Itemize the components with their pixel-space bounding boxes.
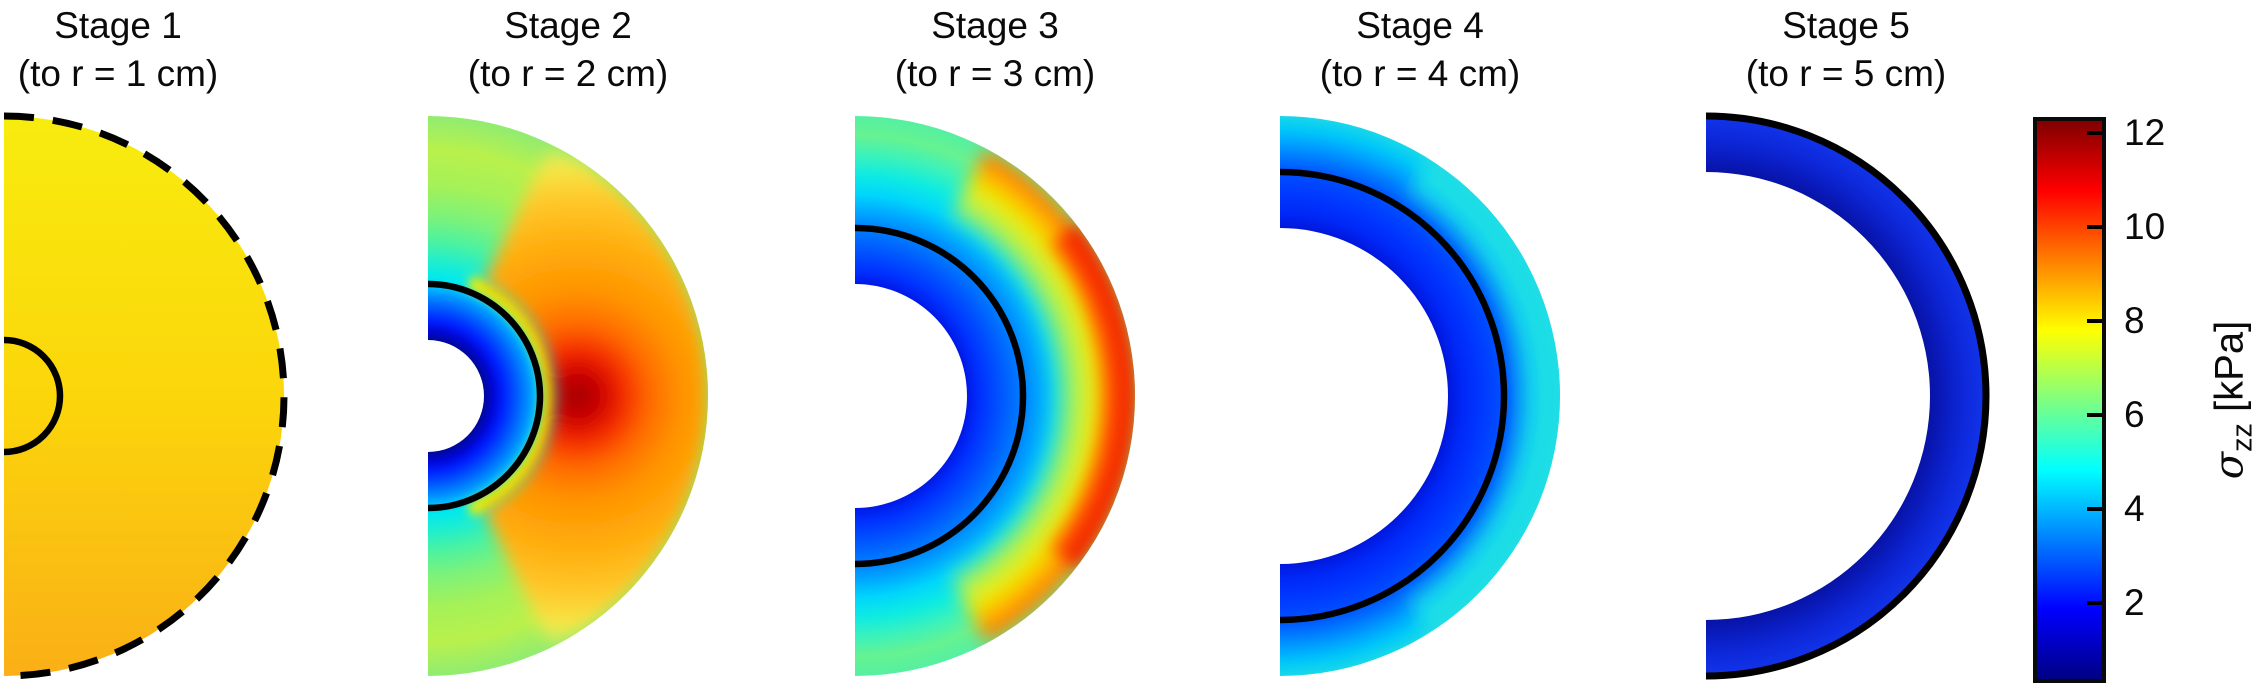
sigma-unit: [kPa] (2207, 320, 2252, 424)
stage-3-target-circle (854, 224, 1027, 568)
stage-1-title-line2: (to r = 1 cm) (17, 53, 219, 94)
stage-1-outer-boundary-dashed (3, 112, 288, 680)
stage-4-target-circle (1279, 168, 1508, 624)
colorbar-tick-mark (2087, 413, 2102, 418)
stage-5-title-line1: Stage 5 (1782, 5, 1910, 46)
stage-1-plot (3, 112, 288, 680)
sigma-symbol: σ (2206, 451, 2253, 480)
stage-1-title-line1: Stage 1 (54, 5, 182, 46)
stage-3-plot (854, 116, 1135, 676)
stage-4-plot (1279, 116, 1560, 676)
stage-3-title-line2: (to r = 3 cm) (894, 53, 1096, 94)
stage-2-title-line1: Stage 2 (504, 5, 632, 46)
colorbar (2033, 117, 2106, 683)
stage-4-title-line1: Stage 4 (1356, 5, 1484, 46)
stage-5-domain (1706, 116, 1986, 676)
colorbar-tick-mark (2087, 225, 2102, 230)
stage-3-hotspot-overlay (1047, 223, 1135, 569)
colorbar-tick-label: 4 (2124, 488, 2145, 530)
stage-2-plot (427, 116, 708, 676)
stage-3-title-line1: Stage 3 (931, 5, 1059, 46)
sigma-subscript: zz (2226, 423, 2258, 452)
colorbar-tick-mark (2087, 319, 2102, 324)
stage-1-domain (4, 116, 284, 676)
colorbar-tick-mark (2087, 601, 2102, 606)
colorbar-tick-label: 8 (2124, 300, 2145, 342)
stage-2-hotspot-overlay (466, 275, 556, 517)
stage-2-title: Stage 2 (to r = 2 cm) (418, 2, 718, 98)
stage-4-title-line2: (to r = 4 cm) (1319, 53, 1521, 94)
colorbar-tick-label: 10 (2124, 206, 2166, 248)
stage-5-target-circle (1705, 112, 1990, 680)
stage-5-title: Stage 5 (to r = 5 cm) (1696, 2, 1996, 98)
colorbar-tick-label: 6 (2124, 394, 2145, 436)
stage-5-title-line2: (to r = 5 cm) (1745, 53, 1947, 94)
stage-4-hotspot-overlay (1404, 158, 1560, 634)
stage-2-hotspot-overlay (483, 144, 708, 648)
stage-2-title-line2: (to r = 2 cm) (467, 53, 669, 94)
colorbar-tick-label: 2 (2124, 582, 2145, 624)
stage-5-plot (1705, 112, 1990, 680)
colorbar-tick-label: 12 (2124, 112, 2166, 154)
stage-2-target-circle (427, 280, 544, 512)
colorbar-axis-label: σzz [kPa] (2207, 321, 2258, 479)
stage-4-title: Stage 4 (to r = 4 cm) (1270, 2, 1570, 98)
colorbar-tick-mark (2087, 507, 2102, 512)
stage-3-title: Stage 3 (to r = 3 cm) (845, 2, 1145, 98)
stage-1-title: Stage 1 (to r = 1 cm) (0, 2, 268, 98)
colorbar-tick-mark (2087, 131, 2102, 136)
stage-1-target-circle (3, 336, 64, 456)
